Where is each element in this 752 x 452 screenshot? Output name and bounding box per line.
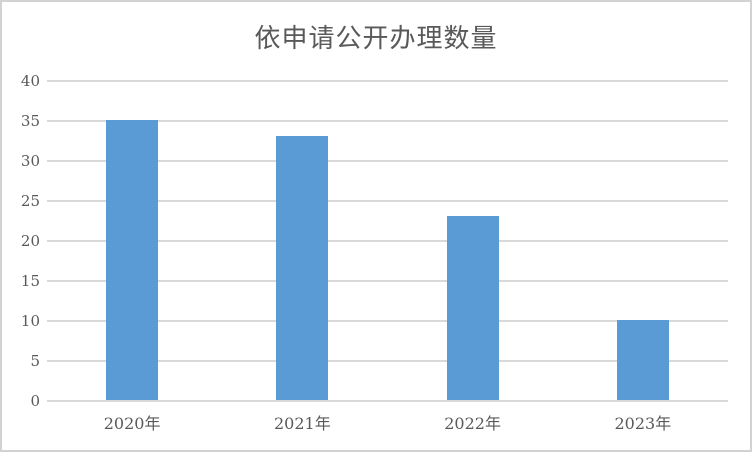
y-axis-tick-label: 20 [20,232,40,250]
y-axis-tick-label: 35 [20,112,40,130]
y-axis-tick-label: 25 [20,192,40,210]
bar-2020年 [106,120,159,400]
gridline [47,320,728,322]
gridline [47,360,728,362]
x-axis-category-label: 2022年 [444,414,501,433]
gridline [47,280,728,282]
bar-2021年 [276,136,329,400]
y-axis-tick-label: 30 [20,152,40,170]
chart-title: 依申请公开办理数量 [254,24,498,54]
plot-area [47,80,728,402]
x-axis-category-label: 2021年 [274,414,331,433]
x-axis-category-label: 2023年 [614,414,672,433]
y-axis-tick-label: 15 [20,272,40,290]
bar-2023年 [616,320,669,400]
x-axis-category-label: 2020年 [103,414,161,433]
x-axis-line [47,400,728,402]
y-axis-tick-label: 40 [20,72,40,90]
gridline [47,120,728,122]
gridline [47,240,728,242]
y-axis-tick-label: 10 [20,312,40,330]
bar-2022年 [446,216,499,400]
gridline [47,200,728,202]
y-axis-tick-label: 0 [30,392,40,410]
gridline [47,160,728,162]
y-axis-tick-label: 5 [30,352,40,370]
gridline [47,80,728,82]
